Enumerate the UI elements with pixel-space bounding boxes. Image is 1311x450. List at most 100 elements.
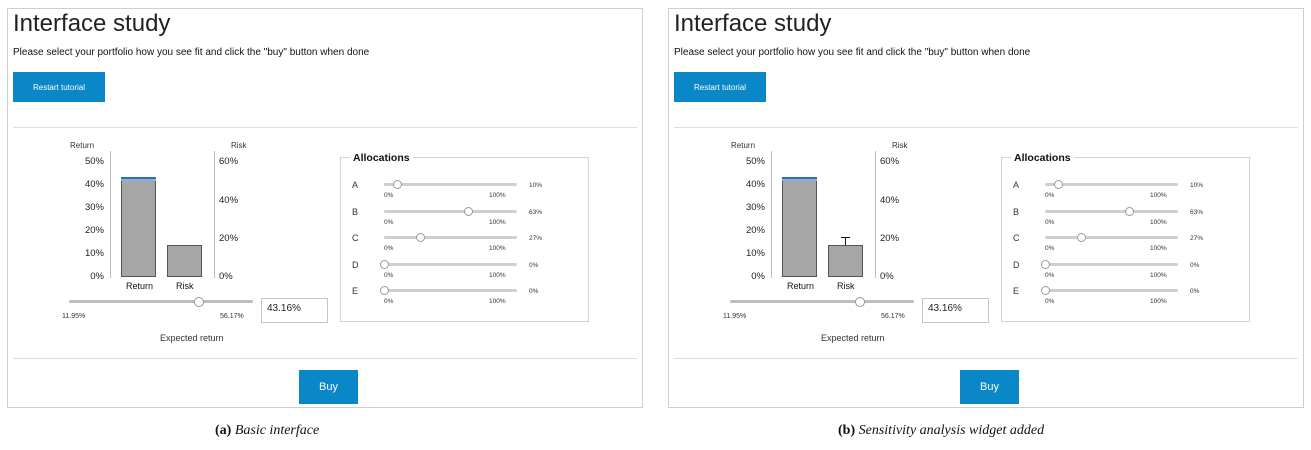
allocation-min-label: 0% xyxy=(384,271,394,279)
allocation-min-label: 0% xyxy=(1045,245,1055,252)
allocation-max-label: 100% xyxy=(489,271,506,279)
allocations-box: A 0% 100% 10% B 0% 100% 63% C 0% 100% 27% D 0% 100% 0% E… xyxy=(340,157,589,322)
x-category-label: Risk xyxy=(176,281,194,291)
slider-handle[interactable] xyxy=(193,297,204,307)
caption-prefix: (a) xyxy=(215,423,232,438)
risk-tick-label: 20% xyxy=(880,232,900,244)
figure-caption: (b) Sensitivity analysis widget added xyxy=(838,423,1044,439)
slider-max-label: 56.17% xyxy=(220,313,244,320)
allocation-slider-handle[interactable] xyxy=(1124,206,1134,216)
restart-tutorial-button[interactable]: Restart tutorial xyxy=(674,72,766,102)
return-axis xyxy=(110,151,111,278)
risk-tick-label: 60% xyxy=(219,156,239,168)
allocation-slider[interactable] xyxy=(384,236,517,239)
allocation-slider-handle[interactable] xyxy=(1041,259,1050,269)
risk-bar xyxy=(828,244,863,277)
allocation-min-label: 0% xyxy=(1045,271,1055,279)
slider-min-label: 11.95% xyxy=(62,313,86,320)
allocation-max-label: 100% xyxy=(489,298,506,305)
return-tick-label: 50% xyxy=(745,156,765,168)
asset-label: D xyxy=(1013,259,1020,270)
allocation-slider[interactable] xyxy=(1045,183,1178,186)
allocations-title: Allocations xyxy=(1011,152,1074,164)
return-tick-label: 10% xyxy=(745,248,765,260)
allocation-min-label: 0% xyxy=(384,245,394,252)
asset-label: E xyxy=(352,286,359,296)
allocation-min-label: 0% xyxy=(1045,192,1055,199)
allocation-value: 0% xyxy=(1190,261,1200,269)
allocation-slider-handle[interactable] xyxy=(380,286,389,295)
return-axis-label: Return xyxy=(70,141,95,150)
expected-return-input[interactable]: 43.16% xyxy=(922,298,989,323)
divider xyxy=(674,358,1298,359)
instruction-text: Please select your portfolio how you see… xyxy=(674,47,1031,58)
allocation-slider[interactable] xyxy=(1045,262,1178,266)
allocation-min-label: 0% xyxy=(384,218,394,226)
allocation-max-label: 100% xyxy=(489,218,506,226)
return-bar-marker xyxy=(121,179,156,182)
expected-return-label: Expected return xyxy=(160,333,224,343)
allocation-value: 0% xyxy=(529,288,539,295)
allocation-slider-handle[interactable] xyxy=(1041,286,1050,295)
allocation-max-label: 100% xyxy=(489,192,506,199)
allocation-value: 27% xyxy=(1190,235,1204,242)
allocation-slider-handle[interactable] xyxy=(380,259,389,269)
allocation-slider[interactable] xyxy=(384,262,517,266)
allocation-min-label: 0% xyxy=(384,298,394,305)
asset-label: B xyxy=(1013,206,1020,217)
allocation-row: C 0% 100% 27% xyxy=(341,232,590,258)
allocation-slider[interactable] xyxy=(384,289,517,292)
expected-return-label: Expected return xyxy=(821,333,885,343)
allocation-slider[interactable] xyxy=(1045,289,1178,292)
return-tick-label: 40% xyxy=(745,179,765,191)
buy-button[interactable]: Buy xyxy=(960,370,1019,404)
allocation-max-label: 100% xyxy=(1150,298,1167,305)
x-category-label: Risk xyxy=(837,281,855,291)
allocation-slider[interactable] xyxy=(1045,209,1178,213)
restart-tutorial-button[interactable]: Restart tutorial xyxy=(13,72,105,102)
expected-return-slider[interactable] xyxy=(730,300,914,303)
allocation-slider-handle[interactable] xyxy=(463,206,473,216)
allocation-max-label: 100% xyxy=(1150,245,1167,252)
allocations-title: Allocations xyxy=(350,152,413,164)
risk-error-bar xyxy=(845,236,846,245)
allocation-max-label: 100% xyxy=(1150,271,1167,279)
allocation-row: D 0% 100% 0% xyxy=(341,259,590,285)
expected-return-input[interactable]: 43.16% xyxy=(261,298,328,323)
figure-caption: (a) Basic interface xyxy=(215,423,319,439)
allocation-row: E 0% 100% 0% xyxy=(1002,285,1251,311)
slider-handle[interactable] xyxy=(854,297,865,307)
risk-error-cap xyxy=(841,236,850,238)
risk-tick-label: 40% xyxy=(219,194,239,206)
return-bar xyxy=(782,178,817,277)
return-tick-label: 0% xyxy=(751,271,765,282)
asset-label: E xyxy=(1013,286,1020,296)
return-tick-label: 30% xyxy=(745,202,765,214)
risk-axis-label: Risk xyxy=(892,141,908,150)
allocation-slider[interactable] xyxy=(384,183,517,186)
allocation-value: 0% xyxy=(1190,288,1200,295)
risk-axis xyxy=(214,151,215,278)
allocation-slider-handle[interactable] xyxy=(415,233,425,242)
allocation-slider[interactable] xyxy=(1045,236,1178,239)
slider-min-label: 11.95% xyxy=(723,313,747,320)
allocation-slider-handle[interactable] xyxy=(1054,180,1064,189)
return-bar-marker xyxy=(782,177,817,180)
return-tick-label: 40% xyxy=(84,179,104,191)
interface-panel: Interface study Please select your portfo… xyxy=(668,8,1304,408)
return-axis xyxy=(771,151,772,278)
return-tick-label: 0% xyxy=(90,271,104,282)
expected-return-slider[interactable] xyxy=(69,300,253,303)
allocation-min-label: 0% xyxy=(1045,218,1055,226)
allocation-slider-handle[interactable] xyxy=(393,180,403,189)
allocation-max-label: 100% xyxy=(1150,218,1167,226)
caption-prefix: (b) xyxy=(838,423,856,438)
risk-axis xyxy=(875,151,876,278)
allocation-max-label: 100% xyxy=(489,245,506,252)
allocation-slider-handle[interactable] xyxy=(1076,233,1086,242)
buy-button[interactable]: Buy xyxy=(299,370,358,404)
allocation-slider[interactable] xyxy=(384,209,517,213)
allocation-min-label: 0% xyxy=(384,192,394,199)
risk-axis-label: Risk xyxy=(231,141,247,150)
asset-label: A xyxy=(352,180,359,190)
